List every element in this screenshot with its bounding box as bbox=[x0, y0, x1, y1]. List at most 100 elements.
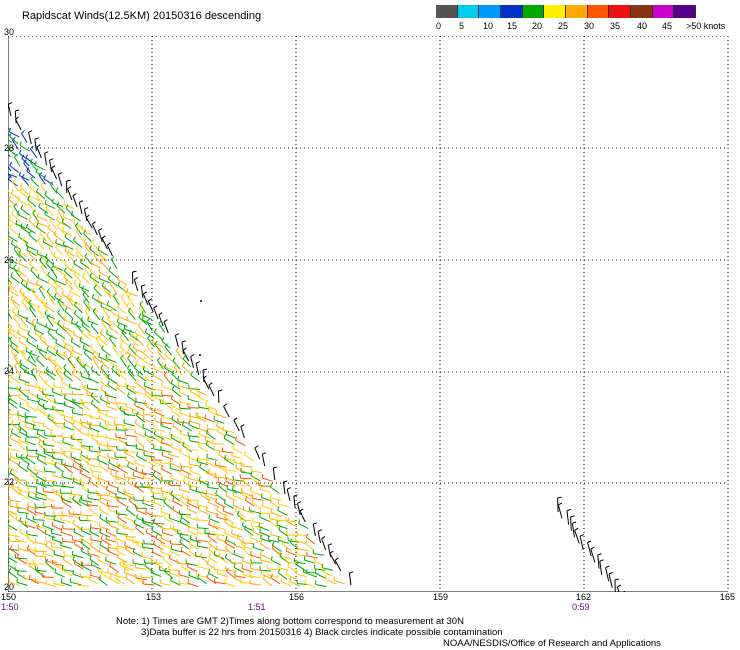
wind-barb bbox=[20, 204, 31, 216]
wind-barb bbox=[97, 474, 109, 483]
wind-barb bbox=[213, 565, 225, 572]
wind-barb bbox=[215, 409, 227, 419]
wind-barb bbox=[153, 518, 164, 529]
wind-barb bbox=[54, 421, 66, 430]
wind-barb bbox=[67, 186, 73, 201]
wind-barb bbox=[99, 494, 112, 502]
wind-barb bbox=[57, 319, 66, 332]
wind-barb bbox=[125, 574, 136, 585]
wind-barb bbox=[186, 504, 198, 514]
wind-barb bbox=[213, 415, 225, 424]
wind-barb bbox=[37, 440, 48, 452]
wind-barb bbox=[177, 376, 189, 385]
wind-barb bbox=[8, 127, 11, 131]
wind-barb bbox=[34, 137, 39, 152]
wind-barb bbox=[179, 448, 190, 459]
wind-barb bbox=[159, 547, 171, 556]
wind-barb bbox=[59, 489, 72, 494]
wind-barb bbox=[178, 469, 190, 479]
legend-swatch bbox=[436, 5, 458, 18]
wind-barb bbox=[205, 491, 217, 501]
wind-barb bbox=[217, 462, 228, 474]
legend-swatch bbox=[479, 5, 502, 18]
wind-barb bbox=[123, 324, 135, 334]
wind-barb bbox=[208, 569, 219, 579]
wind-barb bbox=[36, 429, 47, 440]
wind-barb bbox=[51, 521, 63, 531]
wind-barb bbox=[132, 559, 145, 566]
wind-barb bbox=[90, 321, 99, 335]
wind-barb bbox=[233, 417, 240, 432]
wind-barb bbox=[87, 460, 99, 468]
wind-barb bbox=[38, 285, 46, 299]
wind-barb bbox=[250, 471, 261, 482]
wind-barb bbox=[8, 138, 13, 143]
wind-barb bbox=[28, 230, 38, 243]
wind-barb bbox=[315, 580, 327, 588]
wind-barb bbox=[286, 487, 292, 502]
wind-barb bbox=[214, 472, 227, 479]
lon-label-150: 150 bbox=[1, 592, 17, 602]
wind-barb bbox=[162, 492, 173, 502]
wind-barb bbox=[55, 265, 66, 276]
wind-barb bbox=[8, 154, 11, 157]
wind-barb bbox=[180, 465, 192, 475]
wind-barb bbox=[80, 547, 92, 557]
wind-barb bbox=[62, 301, 74, 311]
wind-barb bbox=[317, 529, 322, 544]
wind-barb bbox=[278, 500, 290, 508]
wind-barb bbox=[98, 228, 103, 243]
wind-barb bbox=[73, 559, 84, 570]
wind-barb bbox=[49, 158, 54, 173]
wind-barb bbox=[123, 410, 136, 417]
wind-barbs bbox=[8, 102, 626, 592]
wind-barb bbox=[137, 371, 147, 382]
wind-barb bbox=[44, 393, 56, 404]
wind-barb bbox=[50, 181, 58, 194]
wind-barb bbox=[259, 509, 272, 515]
wind-barb bbox=[197, 438, 210, 445]
wind-barb bbox=[37, 305, 45, 319]
wind-barb bbox=[305, 539, 315, 551]
wind-barb bbox=[81, 285, 90, 298]
wind-barb bbox=[196, 515, 209, 522]
wind-barb bbox=[116, 496, 127, 507]
wind-barb bbox=[105, 535, 117, 543]
wind-barb bbox=[8, 567, 18, 579]
wind-barb bbox=[206, 506, 218, 515]
wind-barb bbox=[126, 316, 138, 325]
wind-barb bbox=[88, 374, 99, 384]
wind-barb bbox=[327, 543, 333, 558]
wind-barb bbox=[32, 559, 45, 565]
wind-barb bbox=[126, 505, 136, 517]
wind-barb bbox=[208, 545, 219, 557]
wind-barb bbox=[127, 294, 135, 307]
wind-barb bbox=[8, 328, 18, 339]
wind-barb bbox=[224, 579, 236, 588]
wind-barb bbox=[71, 409, 84, 416]
wind-barb bbox=[170, 474, 182, 483]
wind-barb bbox=[89, 423, 100, 433]
wind-barb bbox=[205, 401, 217, 410]
wind-barb bbox=[8, 427, 11, 430]
wind-barb bbox=[142, 447, 155, 454]
wind-barb bbox=[322, 567, 333, 577]
wind-barb bbox=[107, 464, 119, 472]
wind-barb bbox=[72, 477, 84, 487]
wind-barb bbox=[61, 460, 73, 468]
wind-barb bbox=[170, 490, 180, 502]
wind-barb bbox=[34, 577, 47, 584]
wind-barb bbox=[250, 558, 263, 564]
wind-barb bbox=[48, 355, 58, 367]
legend-label: 15 bbox=[507, 21, 518, 31]
wind-barb bbox=[27, 487, 39, 496]
wind-barb bbox=[83, 298, 91, 311]
wind-barb bbox=[161, 337, 171, 349]
wind-barb bbox=[137, 321, 146, 335]
wind-barb bbox=[78, 200, 84, 215]
wind-barb bbox=[66, 293, 74, 307]
wind-barb bbox=[217, 478, 229, 488]
wind-barb bbox=[202, 368, 208, 383]
wind-barb bbox=[50, 265, 58, 278]
wind-barb bbox=[8, 577, 20, 586]
